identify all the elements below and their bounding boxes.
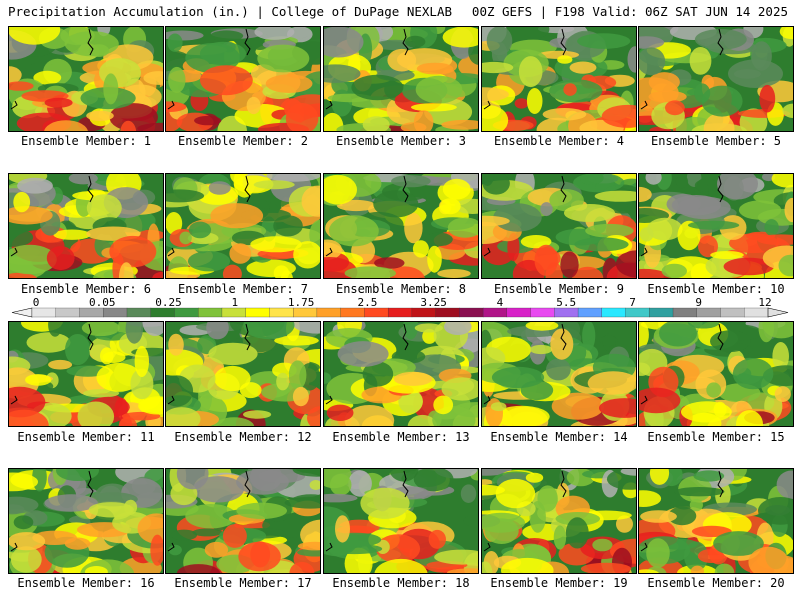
- ensemble-member-label: Ensemble Member: 20: [647, 576, 785, 590]
- colorbar-swatch: [411, 307, 437, 318]
- ensemble-member-map: [323, 468, 479, 574]
- colorbar-tick-label: 3.25: [420, 296, 447, 309]
- ensemble-member-label: Ensemble Member: 1: [20, 134, 152, 148]
- ensemble-member-label: Ensemble Member: 12: [174, 430, 312, 444]
- colorbar-tick-label: 0.25: [155, 296, 182, 309]
- colorbar-swatch: [459, 307, 484, 318]
- ensemble-member-map: [8, 173, 164, 279]
- colorbar-swatch: [482, 307, 508, 318]
- ensemble-member-label: Ensemble Member: 16: [17, 576, 155, 590]
- ensemble-member-label: Ensemble Member: 2: [177, 134, 309, 148]
- ensemble-member-label: Ensemble Member: 6: [20, 282, 152, 296]
- colorbar-swatch: [720, 307, 745, 318]
- colorbar-swatch: [150, 307, 175, 318]
- colorbar-swatch: [103, 307, 128, 318]
- ensemble-member-label: Ensemble Member: 15: [647, 430, 785, 444]
- ensemble-member-map: [323, 173, 479, 279]
- ensemble-member-map: [323, 321, 479, 427]
- colorbar-tick-label: 1.75: [287, 296, 315, 309]
- map-title: Precipitation Accumulation (in.) | Colle…: [8, 4, 453, 19]
- colorbar-swatch: [79, 307, 104, 318]
- colorbar-tick-label: 4: [496, 296, 504, 309]
- colorbar-swatch: [577, 307, 603, 318]
- colorbar-left-arrow: [11, 307, 33, 318]
- ensemble-member-label: Ensemble Member: 18: [332, 576, 470, 590]
- ensemble-member-map: [638, 173, 794, 279]
- colorbar-swatch: [126, 307, 152, 318]
- colorbar-swatch: [744, 307, 769, 318]
- ensemble-member-label: Ensemble Member: 7: [177, 282, 309, 296]
- colorbar-swatch: [293, 307, 318, 318]
- ensemble-member-label: Ensemble Member: 4: [493, 134, 625, 148]
- colorbar-swatch: [649, 307, 674, 318]
- colorbar-swatch: [601, 307, 626, 318]
- colorbar-tick-label: 2.5: [357, 296, 378, 309]
- ensemble-member-map: [481, 321, 637, 427]
- colorbar-swatch: [506, 307, 532, 318]
- model-run-info: 00Z GEFS | F198 Valid: 06Z SAT JUN 14 20…: [471, 4, 788, 19]
- colorbar-swatch: [31, 307, 57, 318]
- colorbar-swatch: [554, 307, 579, 318]
- colorbar-swatch: [221, 307, 247, 318]
- colorbar-tick-label: 9: [695, 296, 702, 309]
- ensemble-member-map: [165, 26, 321, 132]
- ensemble-member-label: Ensemble Member: 17: [174, 576, 312, 590]
- colorbar-swatch: [696, 307, 721, 318]
- colorbar-swatch: [625, 307, 650, 318]
- ensemble-member-label: Ensemble Member: 3: [335, 134, 467, 148]
- colorbar-swatch: [435, 307, 460, 318]
- ensemble-member-map: [165, 321, 321, 427]
- colorbar-swatch: [530, 307, 555, 318]
- colorbar-swatch: [340, 307, 365, 318]
- colorbar-swatch: [387, 307, 413, 318]
- ensemble-member-map: [638, 468, 794, 574]
- ensemble-member-map: [165, 468, 321, 574]
- colorbar-swatch: [55, 307, 80, 318]
- ensemble-member-map: [165, 173, 321, 279]
- ensemble-member-map: [638, 321, 794, 427]
- ensemble-member-map: [481, 173, 637, 279]
- colorbar-swatch: [672, 307, 698, 318]
- ensemble-member-label: Ensemble Member: 14: [490, 430, 628, 444]
- ensemble-member-label: Ensemble Member: 11: [17, 430, 155, 444]
- ensemble-member-map: [481, 468, 637, 574]
- colorbar-tick-label: 0.05: [89, 296, 116, 309]
- ensemble-member-label: Ensemble Member: 13: [332, 430, 470, 444]
- ensemble-member-label: Ensemble Member: 8: [335, 282, 467, 296]
- colorbar-tick-label: 1: [231, 296, 239, 309]
- ensemble-member-label: Ensemble Member: 10: [647, 282, 785, 296]
- colorbar-tick-label: 0: [32, 296, 40, 309]
- colorbar-tick-label: 12: [758, 296, 772, 309]
- colorbar-swatch: [364, 307, 389, 318]
- colorbar-tick-label: 7: [629, 296, 636, 309]
- ensemble-member-map: [481, 26, 637, 132]
- colorbar-swatch: [198, 307, 223, 318]
- ensemble-member-label: Ensemble Member: 19: [490, 576, 628, 590]
- colorbar-tick-label: 5.5: [556, 296, 577, 309]
- ensemble-member-map: [323, 26, 479, 132]
- colorbar-right-arrow: [767, 307, 789, 318]
- colorbar-swatch: [174, 307, 199, 318]
- ensemble-member-map: [8, 26, 164, 132]
- ensemble-member-label: Ensemble Member: 9: [493, 282, 625, 296]
- ensemble-member-map: [638, 26, 794, 132]
- colorbar-swatch: [269, 307, 294, 318]
- colorbar-swatch: [245, 307, 270, 318]
- colorbar-swatch: [316, 307, 342, 318]
- ensemble-member-map: [8, 468, 164, 574]
- precipitation-colorbar: [11, 307, 789, 318]
- ensemble-member-map: [8, 321, 164, 427]
- ensemble-member-label: Ensemble Member: 5: [650, 134, 782, 148]
